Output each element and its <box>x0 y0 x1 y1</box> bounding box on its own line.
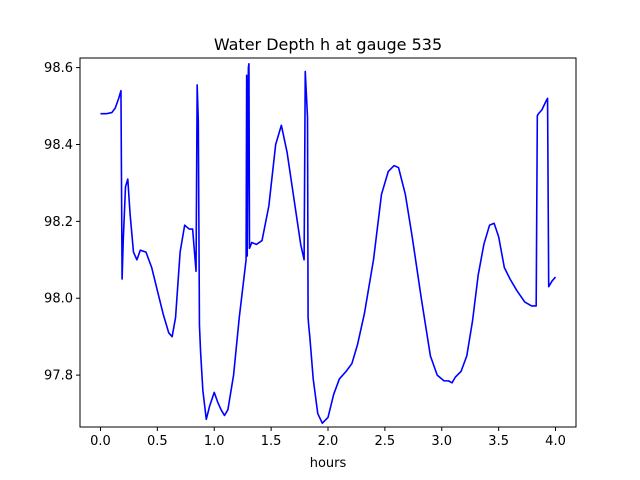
series-line-0 <box>100 62 557 424</box>
x-tick-label: 0.5 <box>147 434 168 449</box>
x-tick-label: 1.0 <box>204 434 225 449</box>
x-tick-label: 4.0 <box>545 434 566 449</box>
x-tick-label: 2.5 <box>375 434 396 449</box>
y-tick-label: 98.0 <box>44 292 73 307</box>
series-layer <box>100 62 557 424</box>
x-tick-label: 0.0 <box>90 434 111 449</box>
x-axis: 0.0 0.5 1.0 1.5 2.0 2.5 3.0 3.5 4.0 <box>90 427 566 449</box>
y-tick-label: 97.8 <box>44 369 73 384</box>
x-tick-label: 1.5 <box>261 434 282 449</box>
x-tick-label: 3.0 <box>431 434 452 449</box>
x-tick-label: 2.0 <box>318 434 339 449</box>
x-axis-label: hours <box>310 456 347 471</box>
chart-title: Water Depth h at gauge 535 <box>214 35 442 54</box>
y-axis: 97.8 98.0 98.2 98.4 98.6 <box>44 61 80 384</box>
x-tick-label: 3.5 <box>488 434 509 449</box>
y-tick-label: 98.6 <box>44 61 73 76</box>
y-tick-label: 98.4 <box>44 138 73 153</box>
y-tick-label: 98.2 <box>44 215 73 230</box>
